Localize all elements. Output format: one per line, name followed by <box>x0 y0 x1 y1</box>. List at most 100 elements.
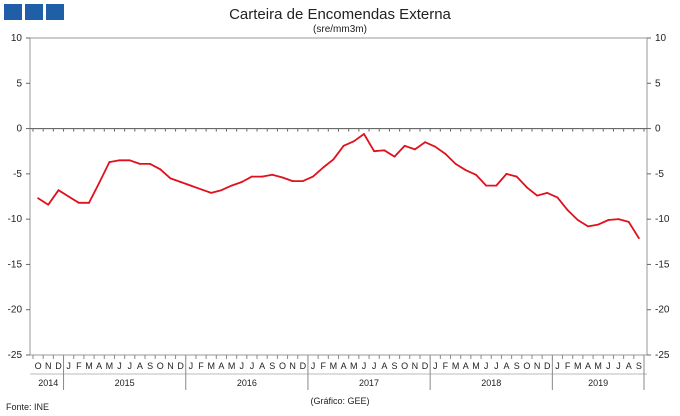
year-label: 2014 <box>38 378 58 388</box>
month-label: D <box>544 361 551 371</box>
data-point <box>434 145 437 148</box>
month-label: N <box>534 361 541 371</box>
data-point <box>627 220 630 223</box>
series-line <box>37 133 640 239</box>
month-label: A <box>626 361 632 371</box>
month-label: O <box>401 361 408 371</box>
year-label: 2017 <box>359 378 379 388</box>
month-label: N <box>412 361 419 371</box>
data-point <box>485 184 488 187</box>
month-label: S <box>514 361 520 371</box>
data-point <box>47 203 50 206</box>
data-point <box>189 184 192 187</box>
y-tick-label-left: 10 <box>11 33 23 44</box>
data-point <box>108 161 111 163</box>
data-point <box>261 175 264 178</box>
data-point <box>77 201 80 204</box>
data-point <box>413 148 416 151</box>
data-point <box>475 173 477 176</box>
y-tick-label-right: 5 <box>655 78 661 89</box>
month-label: J <box>433 361 438 371</box>
data-point <box>149 162 152 165</box>
y-tick-label-right: -25 <box>655 350 670 361</box>
data-point <box>128 159 131 162</box>
month-label: S <box>392 361 398 371</box>
logo-block <box>25 4 43 20</box>
data-point <box>139 162 141 165</box>
year-label: 2019 <box>588 378 608 388</box>
data-point <box>312 175 314 178</box>
y-tick-label-left: -20 <box>8 305 23 316</box>
month-label: J <box>606 361 611 371</box>
month-label: J <box>494 361 499 371</box>
data-point <box>464 169 467 172</box>
month-label: J <box>555 361 560 371</box>
month-label: A <box>585 361 591 371</box>
data-point <box>373 150 376 153</box>
data-point <box>597 223 600 226</box>
data-point <box>210 191 213 194</box>
y-tick-label-left: -5 <box>13 169 22 180</box>
month-label: J <box>66 361 71 371</box>
month-label: D <box>55 361 62 371</box>
data-point <box>424 141 426 144</box>
data-point <box>301 180 304 183</box>
month-label: M <box>228 361 236 371</box>
month-label: M <box>574 361 582 371</box>
month-label: F <box>198 361 204 371</box>
data-point <box>576 219 579 221</box>
data-point <box>393 155 396 158</box>
month-label: M <box>330 361 338 371</box>
data-point <box>444 153 447 155</box>
month-label: M <box>207 361 215 371</box>
month-label: F <box>76 361 82 371</box>
data-point <box>57 189 60 192</box>
month-label: O <box>279 361 286 371</box>
month-label: A <box>504 361 510 371</box>
data-point <box>332 158 335 161</box>
data-point <box>240 181 243 183</box>
month-label: F <box>320 361 326 371</box>
data-point <box>505 172 508 175</box>
data-point <box>638 237 640 240</box>
year-label: 2018 <box>481 378 501 388</box>
month-label: O <box>157 361 164 371</box>
month-label: M <box>85 361 93 371</box>
y-tick-label-left: -10 <box>8 214 23 225</box>
data-point <box>607 219 610 221</box>
month-label: J <box>311 361 316 371</box>
data-point <box>37 197 39 200</box>
y-tick-label-right: -20 <box>655 305 670 316</box>
y-tick-label-right: 10 <box>655 33 667 44</box>
data-point <box>403 144 406 147</box>
month-label: A <box>463 361 469 371</box>
data-point <box>220 189 223 192</box>
month-label: J <box>117 361 122 371</box>
y-tick-label-right: -10 <box>655 214 670 225</box>
data-point <box>383 149 386 152</box>
data-point <box>230 184 233 187</box>
data-point <box>169 177 172 180</box>
chart-credit: (Gráfico: GEE) <box>310 396 370 406</box>
data-point <box>546 191 549 194</box>
data-point <box>515 175 518 178</box>
data-point <box>556 196 559 199</box>
data-point <box>67 195 70 198</box>
y-tick-label-right: 0 <box>655 124 661 135</box>
month-label: F <box>565 361 571 371</box>
data-point <box>617 218 620 221</box>
logo-block <box>4 4 22 20</box>
month-label: D <box>422 361 429 371</box>
month-label: J <box>127 361 132 371</box>
month-label: J <box>250 361 255 371</box>
month-label: M <box>472 361 480 371</box>
month-label: N <box>167 361 174 371</box>
month-label: A <box>341 361 347 371</box>
chart-subtitle: (sre/mm3m) <box>313 24 367 35</box>
month-label: D <box>177 361 184 371</box>
month-label: M <box>106 361 114 371</box>
data-point <box>281 176 284 179</box>
month-label: J <box>362 361 367 371</box>
month-label: J <box>372 361 377 371</box>
